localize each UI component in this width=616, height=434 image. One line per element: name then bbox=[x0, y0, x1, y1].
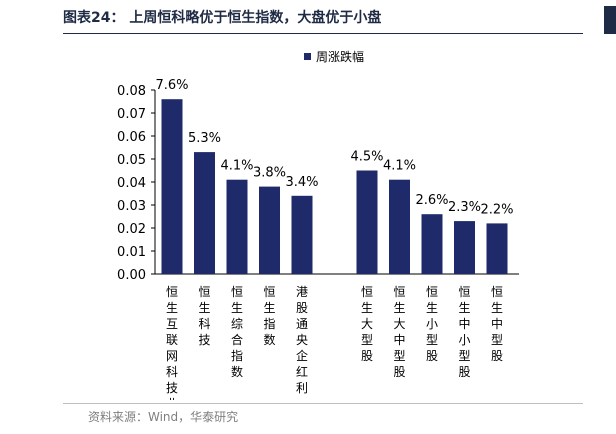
figure-title: 图表24： 上周恒科略优于恒生指数，大盘优于小盘 bbox=[63, 10, 382, 26]
data-label: 5.3% bbox=[188, 131, 221, 146]
data-label: 3.4% bbox=[285, 175, 318, 190]
bar bbox=[454, 221, 475, 274]
data-label: 2.6% bbox=[415, 193, 448, 208]
bar bbox=[421, 214, 443, 274]
data-label: 4.1% bbox=[383, 159, 416, 174]
bar bbox=[389, 179, 410, 274]
y-tick-label: 0.08 bbox=[117, 84, 146, 99]
bar bbox=[291, 195, 313, 274]
y-tick-label: 0.02 bbox=[117, 222, 146, 237]
bar bbox=[356, 170, 378, 274]
category-label: 恒生综合指数 bbox=[231, 285, 243, 379]
data-label: 2.3% bbox=[448, 200, 481, 215]
y-tick-label: 0.01 bbox=[117, 245, 146, 260]
y-tick-label: 0.05 bbox=[117, 153, 146, 168]
data-label: 7.6% bbox=[155, 78, 188, 93]
bar bbox=[226, 179, 248, 274]
title-divider bbox=[63, 33, 583, 34]
y-tick-label: 0.04 bbox=[117, 176, 146, 191]
figure-header: 图表24： 上周恒科略优于恒生指数，大盘优于小盘 bbox=[0, 0, 616, 40]
category-label: 恒生中型股 bbox=[491, 285, 503, 363]
bar bbox=[486, 223, 508, 274]
category-label: 恒生大型股 bbox=[361, 285, 373, 363]
bar bbox=[259, 186, 280, 274]
y-tick-label: 0.07 bbox=[117, 107, 146, 122]
legend: 周涨跌幅 bbox=[304, 49, 364, 64]
edge-marker bbox=[604, 6, 616, 34]
bar bbox=[161, 99, 183, 274]
category-label: 恒生大中型股 bbox=[393, 285, 405, 379]
category-label: 恒生互联网科技业 bbox=[166, 285, 178, 400]
category-label: 港股通央企红利 bbox=[296, 285, 308, 395]
data-label: 4.5% bbox=[350, 150, 383, 165]
chart-area: 周涨跌幅 0.08 0.07 0.06 0.05 0.04 0.03 0.02 0.01 0.00… bbox=[0, 40, 616, 411]
source-note: 资料来源：Wind，华泰研究 bbox=[88, 410, 239, 424]
bar-chart: 周涨跌幅 0.08 0.07 0.06 0.05 0.04 0.03 0.02 0.01 0.00… bbox=[117, 49, 519, 411]
y-tick-label: 0.00 bbox=[117, 268, 146, 283]
data-label: 3.8% bbox=[253, 166, 286, 181]
data-label: 4.1% bbox=[220, 159, 253, 174]
y-tick-label: 0.03 bbox=[117, 199, 146, 214]
category-label: 恒生科技 bbox=[198, 285, 210, 347]
y-tick-label: 0.06 bbox=[117, 130, 146, 145]
bar bbox=[194, 152, 215, 274]
category-label: 恒生中小型股 bbox=[458, 285, 470, 379]
category-label: 恒生小型股 bbox=[426, 285, 438, 363]
data-label: 2.2% bbox=[480, 202, 513, 217]
legend-label: 周涨跌幅 bbox=[316, 49, 364, 64]
category-label: 恒生指数 bbox=[263, 285, 275, 347]
legend-swatch bbox=[304, 53, 311, 60]
source-divider bbox=[63, 403, 583, 404]
